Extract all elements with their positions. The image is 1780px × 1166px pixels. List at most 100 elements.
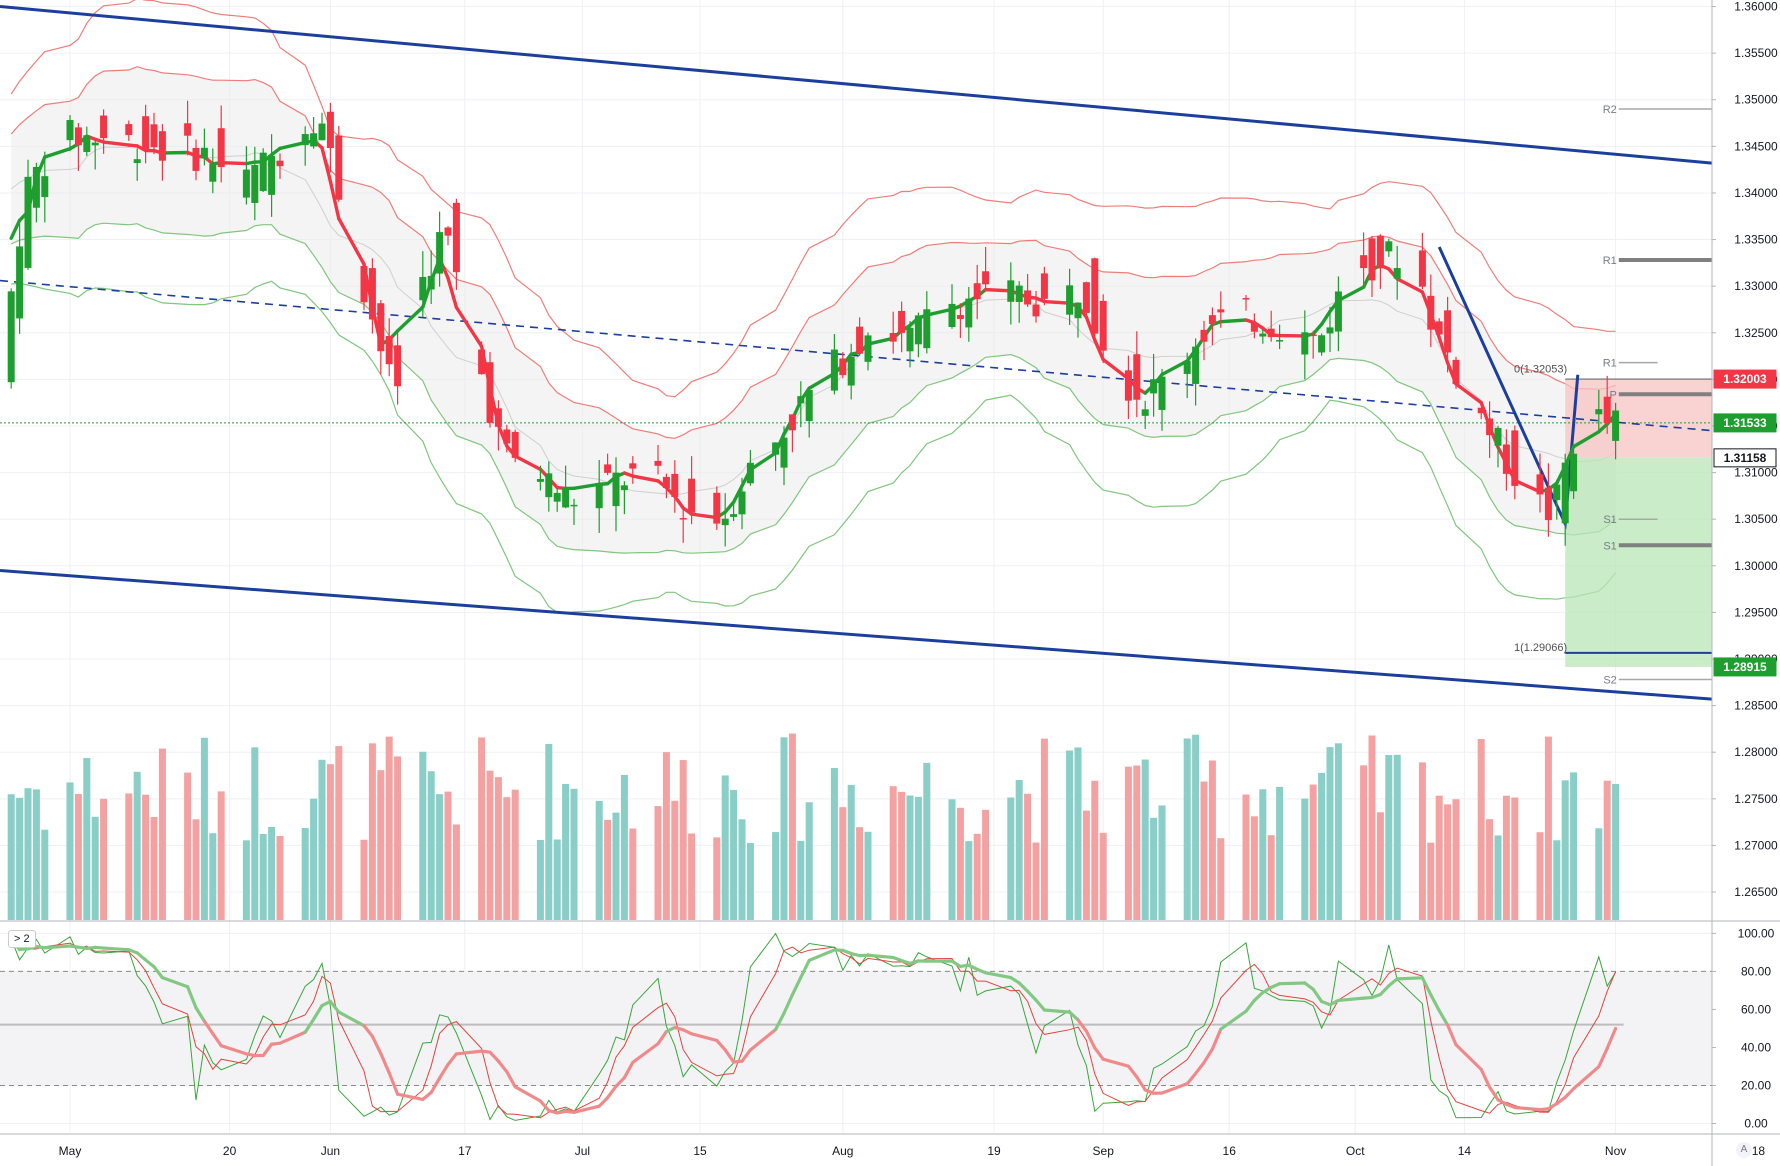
price-tick-label: 1.30500 [1734, 512, 1778, 526]
volume-bar [898, 791, 906, 920]
candle-body [394, 345, 402, 387]
osc-tick-label: 40.00 [1741, 1040, 1771, 1054]
volume-bar [839, 807, 847, 920]
volume-bar [24, 788, 32, 920]
pivot-level-label: S1 [1603, 514, 1616, 526]
inner-upper-band [10, 66, 1616, 439]
volume-bar [772, 832, 780, 920]
candle-body [133, 159, 141, 164]
candle-body [1376, 235, 1384, 269]
osc-slow-segment [505, 1070, 517, 1089]
pivot-level-label: R1 [1603, 255, 1617, 267]
volume-bar [66, 782, 74, 920]
price-tick-label: 1.27500 [1734, 792, 1778, 806]
candle-body [562, 487, 570, 508]
volume-bar [780, 737, 788, 920]
candle-body [1309, 334, 1317, 337]
trend-channel[interactable] [0, 5, 1713, 701]
candle-body [1124, 370, 1132, 401]
osc-slow-segment [1135, 1075, 1147, 1092]
osc-slow-segment [807, 948, 837, 962]
pane-collapse-label[interactable]: > 2 [8, 930, 36, 948]
volume-bar [419, 751, 427, 920]
candle-body [1250, 322, 1258, 332]
time-tick-label: 19 [987, 1144, 1001, 1158]
volume-bar [688, 833, 696, 920]
osc-slow-segment [101, 946, 131, 952]
candle-body [1007, 280, 1015, 302]
ma-segment [925, 307, 954, 317]
candle-body [1015, 285, 1023, 302]
osc-slow-segment [144, 958, 156, 969]
candle-body [268, 155, 276, 195]
volume-bar [1158, 805, 1166, 920]
osc-slow-segment [740, 1048, 753, 1063]
volume-bar [553, 839, 561, 920]
osc-slow-segment [1479, 1067, 1492, 1089]
osc-slow-segment [1244, 998, 1257, 1013]
time-tick-label: 15 [693, 1144, 707, 1158]
volume-bar [1040, 738, 1048, 920]
osc-slow-segment [135, 951, 148, 962]
volume-bar [889, 786, 897, 920]
volume-bar [1276, 786, 1284, 920]
auto-scale-button[interactable]: A [1736, 1142, 1752, 1158]
volume-bar [1368, 735, 1376, 920]
ma-segment [278, 140, 307, 151]
candle-body [788, 414, 796, 431]
osc-slow-segment [362, 1024, 374, 1038]
osc-slow-segment [572, 1104, 601, 1114]
candle-body [772, 442, 780, 455]
volume-bar [1603, 780, 1611, 920]
candle-body [1074, 302, 1082, 319]
osc-slow-segment [1378, 984, 1391, 997]
osc-tick-label: 80.00 [1741, 964, 1771, 978]
candle-body [436, 232, 444, 274]
time-tick-label: 18 [1752, 1144, 1766, 1158]
ma-segment [866, 336, 895, 346]
candle-body [1603, 396, 1611, 423]
candle-body [1192, 346, 1200, 384]
osc-slow-segment [1076, 1018, 1089, 1033]
osc-slow-segment [1546, 1102, 1559, 1111]
ma-segment [337, 216, 366, 266]
ma-segment [1336, 285, 1366, 303]
volume-bar [326, 764, 334, 920]
time-tick-label: Jun [321, 1144, 340, 1158]
volume-bar [1066, 750, 1074, 920]
osc-slow-segment [1219, 1009, 1248, 1031]
volume-bar [100, 798, 108, 920]
volume-bar [1595, 828, 1603, 920]
long-position-tool[interactable] [0, 378, 1712, 667]
candle-body [839, 358, 847, 376]
osc-slow-segment [1454, 1043, 1483, 1071]
volume-bar [1570, 772, 1578, 920]
volume-bar [310, 798, 318, 920]
volume-bar [629, 828, 637, 920]
position-risk-zone [1565, 379, 1712, 458]
candle-body [74, 127, 82, 146]
price-axis-bg [1712, 0, 1780, 1166]
volume-bar [730, 789, 738, 920]
osc-tick-label: 0.00 [1744, 1116, 1768, 1130]
osc-slow-segment [983, 971, 1013, 980]
osc-slow-segment [773, 1011, 786, 1032]
price-tick-label: 1.33000 [1734, 279, 1778, 293]
volume-bar [1418, 762, 1426, 920]
osc-slow-segment [538, 1099, 551, 1113]
volume-bar [427, 771, 435, 920]
candle-body [242, 169, 250, 198]
volume-bar [612, 812, 620, 920]
candle-body [1486, 418, 1494, 436]
osc-k-line [10, 932, 1617, 1121]
volume-bar [1544, 736, 1552, 920]
price-tick-label: 1.33500 [1734, 233, 1778, 247]
volume-bar [16, 797, 24, 920]
ma-segment [1513, 478, 1542, 494]
candle-body [730, 514, 738, 517]
osc-tick-label: 60.00 [1741, 1002, 1771, 1016]
volume-bar [360, 839, 368, 920]
volume-bar [570, 788, 578, 920]
candle-body [629, 463, 637, 469]
